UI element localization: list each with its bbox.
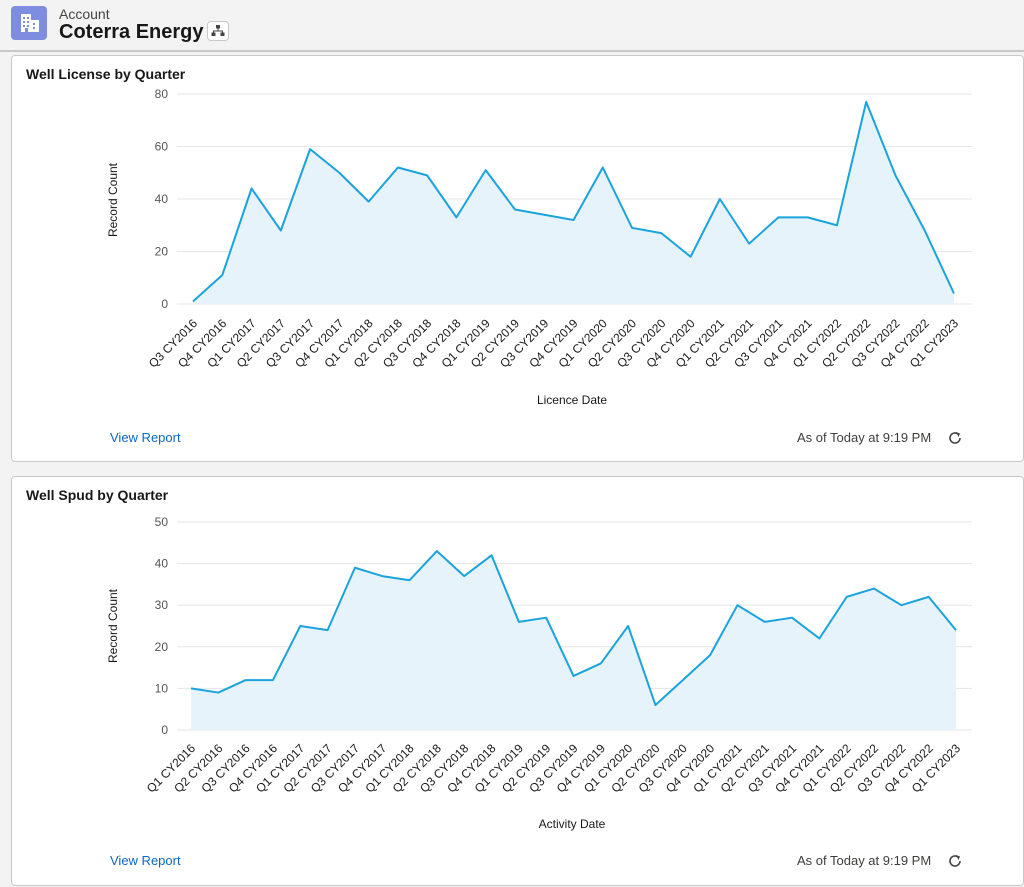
refresh-icon: [949, 432, 961, 444]
data-point: [953, 293, 955, 295]
y-tick-label: 0: [161, 297, 168, 311]
data-point: [682, 679, 684, 681]
data-point: [573, 219, 575, 221]
data-point: [409, 579, 411, 581]
dashboard-card-well-spud: Well Spud by Quarter 0 10 20 30 40 50 Q1 CY201…: [11, 476, 1024, 886]
data-point: [736, 604, 738, 606]
card-title: Well License by Quarter: [26, 66, 186, 82]
data-point: [192, 300, 194, 302]
data-point: [272, 679, 274, 681]
y-tick-label: 0: [161, 723, 168, 737]
view-report-link[interactable]: View Report: [110, 430, 181, 445]
data-point: [354, 567, 356, 569]
data-point: [873, 588, 875, 590]
data-point: [251, 188, 253, 190]
data-point: [631, 227, 633, 229]
data-point: [299, 625, 301, 627]
y-tick-label: 80: [155, 87, 169, 101]
data-point: [894, 174, 896, 176]
hierarchy-icon: [211, 25, 225, 36]
data-point: [436, 550, 438, 552]
data-point: [900, 604, 902, 606]
as-of-timestamp: As of Today at 9:19 PM: [797, 430, 932, 445]
data-point: [368, 201, 370, 203]
y-tick-label: 20: [155, 245, 169, 259]
y-axis-label: Record Count: [106, 162, 120, 237]
data-point: [426, 174, 428, 176]
data-point: [381, 575, 383, 577]
y-tick-label: 60: [155, 140, 169, 154]
refresh-button[interactable]: [947, 853, 963, 869]
data-point: [791, 617, 793, 619]
refresh-icon: [949, 855, 961, 867]
dashboard-card-well-license: Well License by Quarter 0 20 40 60 80 Q3 CY20…: [11, 55, 1024, 462]
data-point: [221, 274, 223, 276]
y-tick-label: 10: [155, 681, 169, 695]
view-report-link[interactable]: View Report: [110, 853, 181, 868]
data-point: [627, 625, 629, 627]
data-point: [245, 679, 247, 681]
data-point: [748, 243, 750, 245]
data-point: [545, 617, 547, 619]
data-point: [397, 167, 399, 169]
data-point: [602, 167, 604, 169]
data-point: [924, 230, 926, 232]
data-point: [955, 629, 957, 631]
account-building-icon: [11, 6, 47, 40]
data-point: [660, 232, 662, 234]
data-point: [719, 198, 721, 200]
data-point: [463, 575, 465, 577]
area-fill: [193, 101, 954, 304]
data-point: [928, 596, 930, 598]
y-tick-label: 20: [155, 640, 169, 654]
data-point: [573, 675, 575, 677]
record-header: Account Coterra Energy: [0, 0, 1024, 52]
y-tick-label: 30: [155, 598, 169, 612]
area-fill: [191, 551, 956, 730]
series-line: [192, 100, 955, 303]
data-point: [777, 216, 779, 218]
data-point: [846, 596, 848, 598]
data-point: [190, 687, 192, 689]
data-point: [709, 654, 711, 656]
view-hierarchy-button[interactable]: [207, 21, 229, 41]
data-point: [654, 704, 656, 706]
data-point: [455, 216, 457, 218]
card-title: Well Spud by Quarter: [26, 487, 169, 503]
data-point: [836, 224, 838, 226]
y-tick-label: 50: [155, 515, 169, 529]
data-point: [600, 662, 602, 664]
data-point: [327, 629, 329, 631]
data-point: [309, 148, 311, 150]
data-point: [518, 621, 520, 623]
as-of-timestamp: As of Today at 9:19 PM: [797, 853, 932, 868]
data-point: [485, 169, 487, 171]
data-point: [338, 172, 340, 174]
x-axis-label: Activity Date: [539, 817, 606, 831]
data-point: [764, 621, 766, 623]
y-axis-label: Record Count: [106, 588, 120, 663]
data-point: [543, 214, 545, 216]
y-tick-label: 40: [155, 557, 169, 571]
data-point: [818, 637, 820, 639]
data-point: [865, 101, 867, 103]
series-line: [190, 550, 957, 707]
data-point: [514, 209, 516, 211]
refresh-button[interactable]: [947, 430, 963, 446]
y-tick-label: 40: [155, 192, 169, 206]
data-point: [807, 216, 809, 218]
object-type-label: Account: [59, 6, 110, 22]
data-point: [491, 554, 493, 556]
x-axis-label: Licence Date: [537, 393, 607, 407]
record-title: Coterra Energy: [59, 21, 204, 43]
data-point: [217, 692, 219, 694]
data-point: [690, 256, 692, 258]
data-point: [280, 230, 282, 232]
